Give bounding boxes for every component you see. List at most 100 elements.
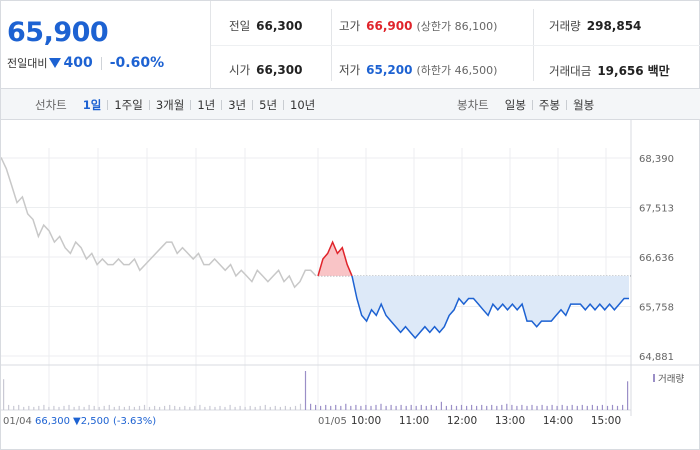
volume-bar (385, 405, 387, 410)
volume-bar (103, 405, 105, 410)
open-value: 66,300 (256, 63, 303, 77)
volume-bar (289, 406, 291, 410)
volume-bar (279, 406, 281, 410)
volume-bar (194, 405, 196, 410)
low-value: 65,200 (366, 63, 413, 77)
divider (190, 99, 192, 110)
divider (531, 99, 533, 110)
volume-bar (214, 406, 216, 410)
volume-bar (169, 404, 171, 410)
series-line-prev-day (0, 157, 317, 289)
volume-bar (304, 371, 307, 410)
period-10y[interactable]: 10년 (290, 97, 316, 112)
volume-bar (33, 406, 35, 410)
volume-bar (118, 405, 120, 410)
prev-close-value: 66,300 (256, 19, 303, 33)
volume-bar (370, 405, 372, 410)
price-chart[interactable]: 68,390 67,513 66,636 65,758 64,881 거래량 01/04 66… (0, 120, 700, 450)
prev-day-change: ▼2,500 (73, 416, 109, 427)
volume-bar (536, 405, 538, 410)
lower-limit: (하한가 46,500) (416, 64, 498, 77)
period-weekly-candle[interactable]: 주봉 (538, 97, 561, 112)
line-chart-periods: 선차트 1일 1주일 3개월 1년 3년 5년 10년 (35, 89, 321, 120)
volume-bar (390, 404, 392, 410)
period-5y[interactable]: 5년 (259, 97, 278, 112)
prev-close-label: 전일 (229, 19, 251, 33)
volume-value: 298,854 (586, 19, 642, 33)
volume-bar (330, 405, 332, 410)
volume-bar (294, 405, 297, 410)
x-tick-label-prev-day: 01/04 (3, 416, 32, 427)
volume-bar (591, 404, 593, 410)
volume-bar (450, 404, 453, 410)
volume-bar (219, 405, 221, 410)
period-3m[interactable]: 3개월 (155, 97, 185, 112)
chart-canvas[interactable]: 68,390 67,513 66,636 65,758 64,881 거래량 01/04 66… (0, 120, 700, 450)
period-monthly-candle[interactable]: 월봉 (573, 97, 595, 112)
volume-bar (234, 406, 236, 410)
volume-bar (48, 406, 50, 410)
volume-bar (501, 404, 503, 410)
period-3y[interactable]: 3년 (228, 97, 247, 112)
volume-bar (622, 404, 624, 410)
volume-bar (355, 404, 357, 410)
volume-bar (486, 405, 488, 410)
y-tick-label: 68,390 (639, 154, 674, 165)
volume-bar (28, 405, 30, 410)
volume-bar (154, 405, 156, 410)
period-1y[interactable]: 1년 (197, 97, 216, 112)
upper-limit: (상한가 86,100) (416, 20, 498, 33)
volume-bar (239, 405, 241, 410)
y-tick-label: 65,758 (639, 303, 674, 314)
volume-bar (350, 405, 352, 410)
volume-bar (148, 406, 151, 410)
volume-bar (511, 404, 513, 410)
volume-bar (481, 404, 483, 410)
x-tick-label: 15:00 (591, 415, 621, 427)
current-price-block: 65,900 전일대비 400 -0.60% (1, 1, 211, 89)
volume-bar (143, 404, 146, 410)
prev-close-stat: 전일 66,300 (229, 18, 302, 34)
volume-bar (108, 404, 110, 410)
volume-bar (274, 405, 276, 410)
high-value: 66,900 (366, 19, 413, 33)
low-stat: 저가 65,200 (하한가 46,500) (339, 62, 497, 78)
volume-bar (440, 401, 442, 410)
chart-toolbar: 선차트 1일 1주일 3개월 1년 3년 5년 10년 봉차트 일봉 주봉 월봉 (1, 89, 700, 120)
trade-value: 19,656 (597, 64, 644, 78)
volume-bar (425, 405, 427, 410)
series-line-down (351, 275, 629, 340)
volume-bar (53, 405, 55, 410)
volume-bar (566, 405, 568, 410)
x-tick-label-today: 01/05 (318, 416, 347, 427)
volume-bar (460, 404, 463, 410)
volume-bar (209, 405, 211, 410)
volume-bar (430, 404, 432, 410)
period-1d[interactable]: 1일 (82, 97, 102, 112)
volume-bar (415, 405, 417, 410)
volume-bar (68, 404, 70, 410)
volume-bar (596, 405, 598, 410)
change-label: 전일대비 (7, 57, 48, 70)
divider (221, 99, 223, 110)
volume-bar (63, 405, 65, 410)
divider (566, 99, 568, 110)
period-daily-candle[interactable]: 일봉 (504, 97, 526, 112)
volume-bar (601, 404, 603, 410)
volume-bar (476, 405, 478, 410)
volume-bar (561, 404, 563, 410)
high-label: 고가 (339, 19, 361, 33)
volume-bar (179, 406, 181, 410)
volume-stat: 거래량 298,854 (549, 18, 641, 34)
volume-bar (571, 404, 573, 410)
period-1w[interactable]: 1주일 (114, 97, 143, 112)
divider (107, 99, 109, 110)
y-tick-label: 66,636 (639, 253, 674, 264)
trade-value-stat: 거래대금 19,656 백만 (549, 62, 670, 79)
volume-bar (420, 404, 422, 410)
volume-bar (400, 404, 402, 410)
volume-bar (264, 404, 266, 410)
candle-chart-title: 봉차트 (457, 97, 489, 112)
volume-bar (335, 404, 337, 410)
